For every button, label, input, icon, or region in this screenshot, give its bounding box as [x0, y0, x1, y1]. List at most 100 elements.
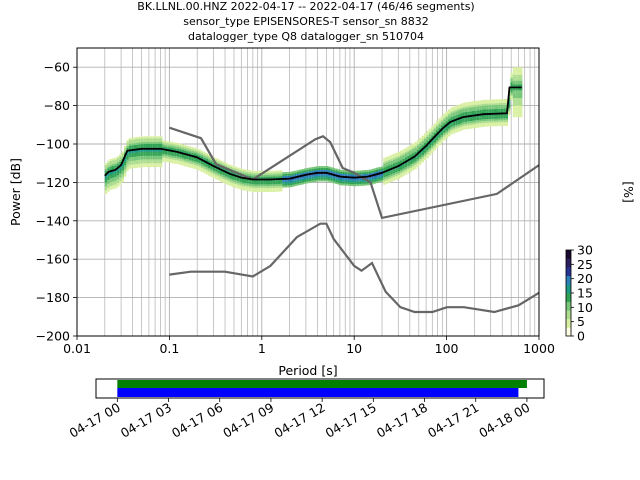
ppsd-cell	[332, 177, 336, 180]
ppsd-cell	[244, 184, 247, 187]
ppsd-cell	[200, 160, 204, 163]
ppsd-cell	[203, 155, 206, 158]
ppsd-cell	[515, 113, 518, 116]
ppsd-cell	[335, 178, 338, 181]
ppsd-cell	[388, 165, 391, 168]
ppsd-cell	[462, 122, 465, 125]
ppsd-cell	[229, 180, 232, 183]
ppsd-cell	[311, 180, 314, 183]
ppsd-cell	[388, 177, 391, 179]
ppsd-cell	[464, 117, 468, 120]
ppsd-cell	[407, 163, 410, 166]
ppsd-cell	[150, 136, 153, 139]
ppsd-cell	[493, 110, 496, 113]
ppsd-cell	[515, 96, 518, 98]
ppsd-cell	[320, 168, 324, 170]
ppsd-cell	[205, 170, 208, 173]
ppsd-cell	[109, 172, 112, 175]
ppsd-cell	[412, 160, 415, 163]
ppsd-cell	[412, 155, 415, 158]
ppsd-cell	[287, 173, 290, 176]
ppsd-cell	[510, 76, 513, 79]
ppsd-cell	[486, 115, 489, 117]
ppsd-cell	[248, 174, 252, 176]
ppsd-cell	[289, 183, 292, 186]
ppsd-cell	[301, 178, 304, 181]
ppsd-cell	[371, 182, 374, 185]
ppsd-cell	[306, 167, 309, 170]
ppsd-cell	[208, 164, 211, 167]
ppsd-cell	[244, 171, 247, 174]
ppsd-cell	[496, 124, 499, 127]
ppsd-cell	[210, 161, 213, 164]
y-axis-label: Power [dB]	[8, 158, 23, 226]
ppsd-cell	[395, 160, 398, 163]
ppsd-cell	[395, 158, 398, 161]
ppsd-cell	[433, 133, 436, 135]
x-axis-ticks: 0.01 0.1 1 10 100 1000	[63, 336, 555, 356]
ppsd-cell	[167, 156, 170, 159]
ppsd-cell	[179, 157, 182, 160]
ppsd-cell	[232, 177, 235, 180]
ppsd-cell	[277, 187, 280, 190]
ppsd-cell	[481, 115, 484, 118]
ppsd-cell	[280, 183, 283, 186]
ppsd-cell	[335, 180, 338, 183]
ppsd-cell	[150, 140, 153, 143]
ppsd-cell	[143, 140, 146, 143]
ppsd-cell	[392, 155, 396, 158]
ppsd-cell	[395, 152, 398, 155]
ppsd-cell	[203, 165, 206, 168]
ppsd-cell	[205, 166, 208, 169]
ppsd-cell	[109, 168, 112, 171]
ppsd-cell	[148, 138, 151, 141]
ppsd-cell	[462, 124, 465, 126]
ppsd-cell	[366, 177, 369, 180]
ppsd-cell	[184, 158, 187, 161]
ppsd-cell	[498, 104, 501, 107]
ppsd-cell	[114, 180, 117, 183]
ppsd-cell	[148, 144, 151, 146]
ppsd-cell	[486, 117, 489, 119]
ppsd-cell	[433, 123, 436, 126]
ppsd-cell	[378, 178, 381, 181]
ppsd-cell	[143, 151, 146, 154]
ppsd-cell	[388, 161, 391, 164]
ppsd-cell	[481, 117, 484, 120]
ppsd-cell	[349, 180, 352, 183]
ppsd-cell	[119, 177, 122, 180]
ppsd-cell	[467, 113, 470, 116]
ppsd-cell	[460, 124, 463, 127]
ppsd-cell	[476, 119, 480, 122]
ppsd-cell	[476, 121, 480, 124]
ppsd-cell	[282, 185, 285, 188]
ppsd-cell	[222, 171, 225, 174]
noise-model-low-line	[169, 222, 540, 314]
ppsd-cell	[164, 150, 168, 153]
ppsd-cell	[234, 168, 237, 171]
ppsd-cell	[431, 129, 434, 132]
ppsd-cell	[107, 162, 110, 165]
ppsd-cell	[104, 190, 108, 192]
ppsd-cell	[512, 97, 516, 100]
ppsd-cell	[388, 178, 391, 181]
ppsd-cell	[505, 123, 508, 126]
ppsd-cell	[229, 182, 232, 185]
ppsd-cell	[162, 144, 165, 147]
ppsd-cell	[488, 120, 492, 123]
ppsd-cell	[176, 158, 180, 161]
ppsd-cell	[448, 117, 451, 120]
colorbar-swatch	[566, 250, 571, 259]
ppsd-cell	[500, 99, 504, 102]
ppsd-cell	[344, 174, 348, 177]
ppsd-cell	[488, 111, 492, 114]
ppsd-cell	[520, 115, 523, 118]
ppsd-cell	[481, 121, 484, 124]
ppsd-cell	[164, 160, 168, 163]
ppsd-cell	[109, 161, 112, 163]
x-tick-label: 100	[435, 341, 459, 356]
ppsd-cell	[400, 162, 403, 165]
ppsd-cell	[133, 145, 136, 147]
ppsd-cell	[421, 141, 424, 144]
ppsd-cell	[148, 149, 151, 152]
